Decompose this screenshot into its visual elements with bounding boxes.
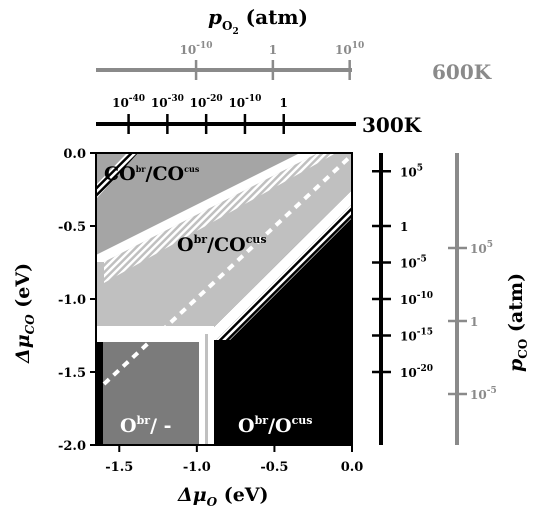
x-axis: -1.5 -1.0 -0.5 0.0 [105,445,363,475]
y-axis: 0.0 -0.5 -1.0 -1.5 -2.0 [58,147,96,454]
axis-300k-tick-label: 10-20 [190,94,223,110]
axis-600k: 10-10 1 1010 [96,41,364,80]
axis-300k-tick-label: 1 [280,96,288,110]
right-axis-300k-tick-label: 10-15 [400,328,433,344]
hatch-band-co-co [96,153,138,199]
y-axis-title: ΔμCO (eV) [12,263,37,364]
plot-area [96,153,352,445]
dashed-line [102,153,352,386]
y-tick-label: -1.5 [58,366,86,381]
axis-600k-tick-label: 10-10 [180,41,213,57]
x-tick-label: -1.5 [105,460,133,475]
axis-300k-tick-label: 10-30 [151,94,184,110]
right-axis-300k-tick-label: 10-5 [400,255,427,271]
right-axis-600k-tick-label: 10-5 [470,386,497,402]
right-axis-600k-tick-label: 105 [470,240,493,256]
right-axis-300k-tick-label: 10-20 [400,364,433,380]
right-axis-600k-tick-label: 1 [470,315,478,329]
axis-300k: 10-40 10-30 10-20 10-10 1 [96,94,356,134]
right-axis-title: pCO (atm) [505,273,530,372]
region-label-o-o: Obr/Ocus [238,414,312,437]
label-600k: 600K [432,60,492,84]
region-o-empty [103,342,199,445]
x-tick-label: -1.0 [183,460,211,475]
region-label-o-empty: Obr/ - [120,414,172,437]
right-axis-300k-tick-label: 1 [400,220,408,234]
axis-300k-tick-label: 10-40 [112,94,145,110]
axis-300k-tick-label: 10-10 [228,94,261,110]
boundary-co-co-o-co [96,153,318,262]
right-axis-300k-tick-label: 105 [400,163,423,179]
label-300k: 300K [362,113,422,137]
hatch-band-o-co [104,153,336,283]
axis-600k-tick-label: 1 [269,43,277,57]
boundary-o-co-o-o [207,190,352,340]
x-tick-label: 0.0 [341,460,364,475]
boundary-horizontal [96,326,214,342]
y-tick-label: -0.5 [58,220,86,235]
right-axis-300k: 105 1 10-5 10-10 10-15 10-20 [372,153,433,445]
region-label-co-co: CObr/COcus [104,163,200,185]
y-tick-label: 0.0 [63,147,86,162]
top-axis-title: pO2 (atm) [208,5,308,37]
x-tick-label: -0.5 [260,460,288,475]
right-axis-300k-tick-label: 10-10 [400,291,433,307]
axis-600k-tick-label: 1010 [335,41,364,57]
right-axis-600k: 105 1 10-5 [448,153,497,445]
y-tick-label: -2.0 [58,439,86,454]
y-tick-label: -1.0 [58,293,86,308]
hatch-band-o-o [216,204,352,340]
x-axis-title: ΔμO (eV) [177,484,269,509]
region-label-o-co: Obr/COcus [177,233,267,256]
